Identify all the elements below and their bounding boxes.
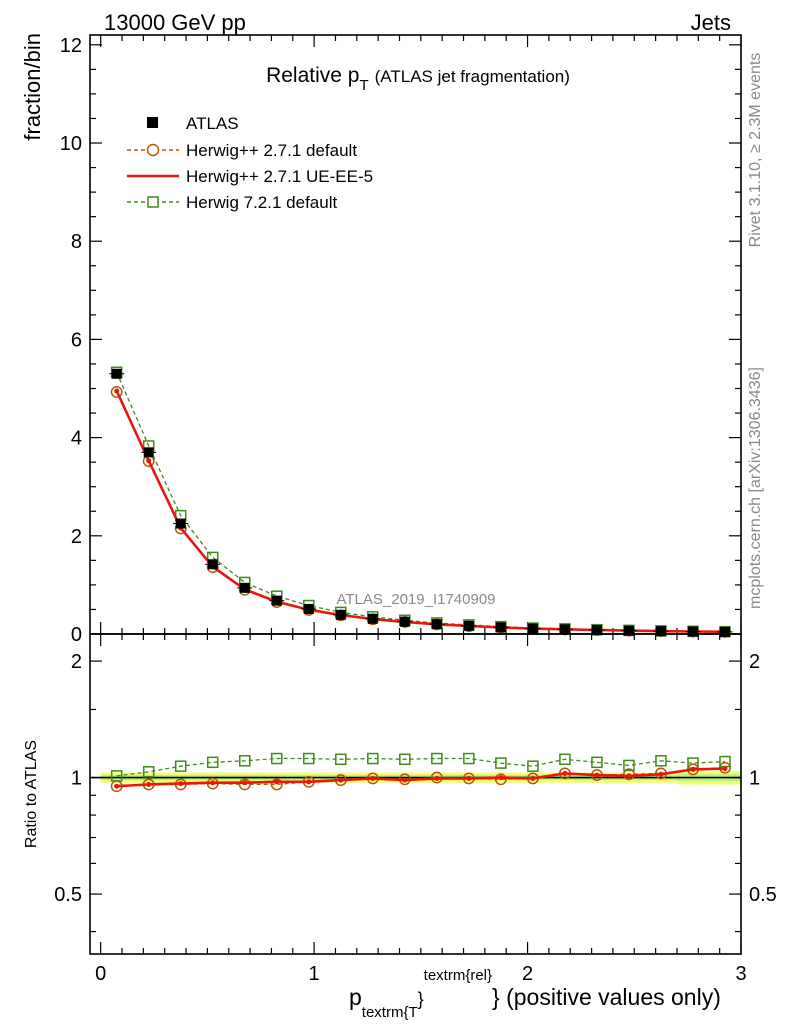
legend-label-herwig7-default: Herwig 7.2.1 default [186,193,337,212]
ratio-ytick-label-left: 2 [71,651,82,673]
ratio-point-herwig-2-7-1-ue-ee-5 [114,783,120,789]
ratio-point-herwig-2-7-1-ue-ee-5 [562,770,568,776]
ratio-point-herwig-2-7-1-ue-ee-5 [498,775,504,781]
ratio-point-herwig-7-2-1-default [559,753,571,766]
main-point-herwig-2-7-1-ue-ee-5 [114,388,120,394]
ratio-point-herwig-7-2-1-default [527,760,539,772]
ratio-point-herwig-2-7-1-ue-ee-5 [690,766,696,772]
ratio-ytick-label-left: 0.5 [54,884,82,906]
ratio-point-herwig-2-7-1-ue-ee-5 [402,777,408,783]
ratio-point-herwig-7-2-1-default [303,752,315,765]
ratio-xtick-label: 2 [522,963,533,985]
ratio-point-herwig-7-2-1-default [238,755,251,767]
ratio-point-herwig-2-7-1-ue-ee-5 [178,781,184,787]
ratio-point-herwig-7-2-1-default [623,759,635,772]
main-axis-ticks: 0 2 4 6 8 10 12 [60,35,742,646]
ratio-point-herwig-2-7-1-default [622,768,635,781]
ratio-point-herwig-2-7-1-ue-ee-5 [338,777,344,783]
legend-marker-atlas [147,117,158,128]
ratio-point-herwig-7-2-1-default [206,756,219,769]
main-point-herwig-2-7-1-default [110,385,123,398]
ratio-point-herwig-2-7-1-ue-ee-5 [530,775,536,781]
main-ytick-label: 0 [71,624,82,646]
ratio-xlabel: ptextrm{T}textrm{rel}} (positive values … [349,967,721,1021]
ratio-line-herwig-2-7-1-ue-ee-5 [116,767,726,788]
legend-marker-herwigpp-default [146,143,160,157]
side-label-lower: mcplots.cern.ch [arXiv:1306.3436] [747,367,764,609]
ratio-plot-frame [89,633,742,955]
analysis-watermark: ATLAS_2019_I1740909 [336,591,495,608]
main-point-herwig-2-7-1-ue-ee-5 [146,458,152,464]
ratio-ytick-label-left: 1 [71,768,82,790]
ratio-point-herwig-7-2-1-default [110,770,123,782]
title-sub: T [359,77,368,94]
ratio-xtick-label: 3 [735,963,746,985]
ratio-point-herwig-7-2-1-default [399,753,411,766]
side-label-upper: Rivet 3.1.10, ≥ 2.3M events [747,53,764,248]
ratio-point-herwig-7-2-1-default [335,753,347,766]
ratio-ytick-label-right: 1 [749,768,760,790]
ratio-ylabel: Ratio to ATLAS [23,740,40,848]
ratio-xtick-label: 0 [95,963,106,985]
title-main: Relative p [266,64,359,87]
main-ytick-label: 10 [60,133,82,155]
xlabel-close: } [418,989,424,1009]
ratio-point-herwig-2-7-1-ue-ee-5 [434,775,440,781]
legend-label-herwigpp-ueee5: Herwig++ 2.7.1 UE-EE-5 [186,167,373,186]
ratio-point-herwig-2-7-1-ue-ee-5 [146,781,152,787]
ratio-point-herwig-7-2-1-default [655,755,667,767]
ratio-point-herwig-2-7-1-ue-ee-5 [306,779,312,785]
legend: ATLAS Herwig++ 2.7.1 default Herwig++ 2.… [127,114,373,212]
header-right: Jets [691,10,731,35]
ratio-ytick-label-right: 0.5 [749,884,777,906]
ratio-point-herwig-2-7-1-ue-ee-5 [466,775,472,781]
main-ytick-label: 2 [71,526,82,548]
ratio-point-herwig-7-2-1-default [174,760,187,772]
xlabel-sup: textrm{rel} [424,967,492,984]
xlabel-main: p [349,984,362,1010]
ratio-point-herwig-2-7-1-ue-ee-5 [626,773,632,779]
ratio-point-herwig-7-2-1-default [431,752,443,765]
main-ylabel: fraction/bin [20,33,45,141]
main-ytick-label: 6 [71,329,82,351]
ratio-point-herwig-2-7-1-default [494,773,507,786]
header-left: 13000 GeV pp [104,10,246,35]
ratio-point-herwig-2-7-1-ue-ee-5 [658,771,664,777]
ratio-point-herwig-2-7-1-ue-ee-5 [722,766,728,772]
ratio-axis-ticks: 0.5 0.5 1 1 2 2 0 1 2 3 [54,634,777,985]
xlabel-sub: textrm{T [362,1004,418,1021]
ratio-plot-series [110,752,731,793]
ratio-point-herwig-7-2-1-default [463,752,475,765]
main-title: Relative pT (ATLAS jet fragmentation) [266,64,570,94]
title-rest: (ATLAS jet fragmentation) [375,67,570,86]
ratio-point-herwig-7-2-1-default [367,752,379,765]
main-plot-series [109,366,733,638]
ratio-point-herwig-2-7-1-ue-ee-5 [242,780,248,786]
ratio-point-herwig-2-7-1-ue-ee-5 [370,775,376,781]
main-ytick-label: 4 [71,428,82,450]
legend-marker-herwig7-default [147,196,159,208]
main-ytick-label: 12 [60,35,82,57]
legend-label-atlas: ATLAS [186,114,239,133]
ratio-xtick-label: 1 [309,963,320,985]
ratio-point-herwig-2-7-1-default [270,778,283,791]
ratio-point-herwig-2-7-1-ue-ee-5 [594,772,600,778]
legend-label-herwigpp-default: Herwig++ 2.7.1 default [186,141,357,160]
ratio-point-herwig-7-2-1-default [495,757,507,769]
ratio-point-herwig-7-2-1-default [271,752,283,765]
ratio-ytick-label-right: 2 [749,651,760,673]
ratio-point-herwig-2-7-1-default [238,778,251,791]
ratio-point-herwig-2-7-1-ue-ee-5 [210,780,216,786]
xlabel-rest: } (positive values only) [492,984,721,1010]
main-ytick-label: 8 [71,231,82,253]
ratio-point-herwig-7-2-1-default [142,766,155,778]
ratio-point-herwig-7-2-1-default [591,756,603,769]
ratio-point-herwig-2-7-1-ue-ee-5 [274,779,280,785]
